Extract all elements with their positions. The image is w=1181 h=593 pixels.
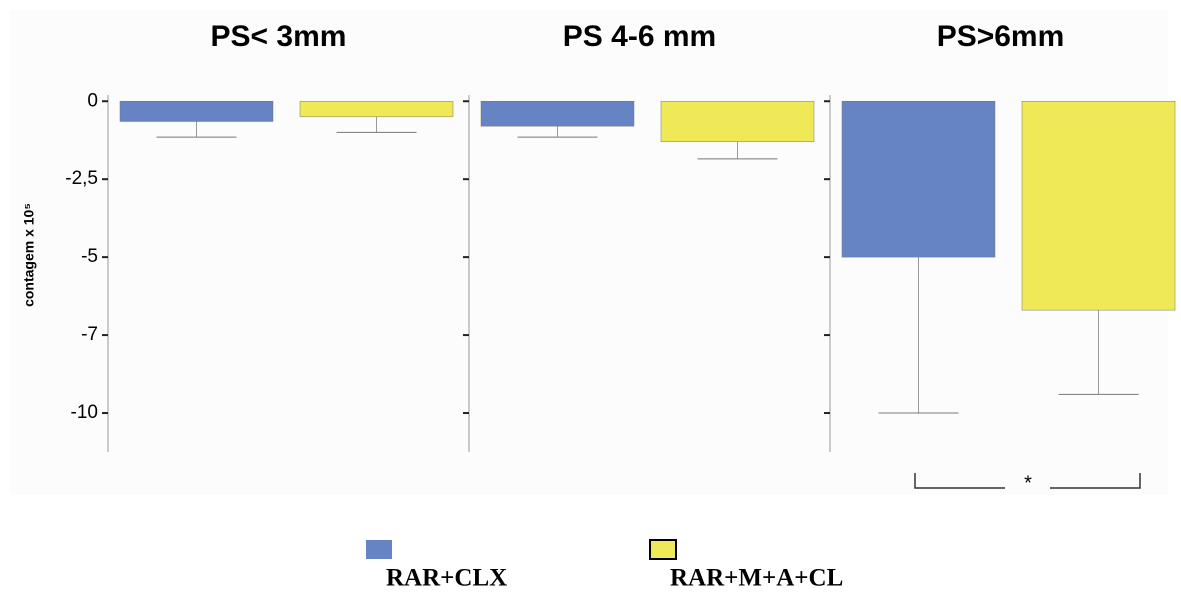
bar <box>1021 100 1176 311</box>
legend-label: RAR+CLX <box>386 565 507 592</box>
bar <box>660 100 815 143</box>
panel-title: PS 4-6 mm <box>563 20 716 53</box>
significance-bracket <box>914 473 1141 489</box>
annotation: * <box>1024 472 1032 494</box>
bar <box>480 100 635 127</box>
bar <box>299 100 454 118</box>
y-tick-label: 0 <box>87 90 98 111</box>
legend-swatch <box>649 539 677 560</box>
y-axis-label: contagem x 10⁵ <box>21 203 37 307</box>
panel-title: PS>6mm <box>937 20 1065 53</box>
legend-label: RAR+M+A+CL <box>670 565 843 592</box>
bar <box>119 100 274 122</box>
y-tick-label: -2,5 <box>65 168 98 189</box>
y-tick-label: -7 <box>81 324 98 345</box>
y-tick-label: -5 <box>81 246 98 267</box>
legend-swatch <box>366 540 392 559</box>
panel-title: PS< 3mm <box>211 20 347 53</box>
y-tick-label: -10 <box>71 402 98 423</box>
bar <box>841 100 996 258</box>
